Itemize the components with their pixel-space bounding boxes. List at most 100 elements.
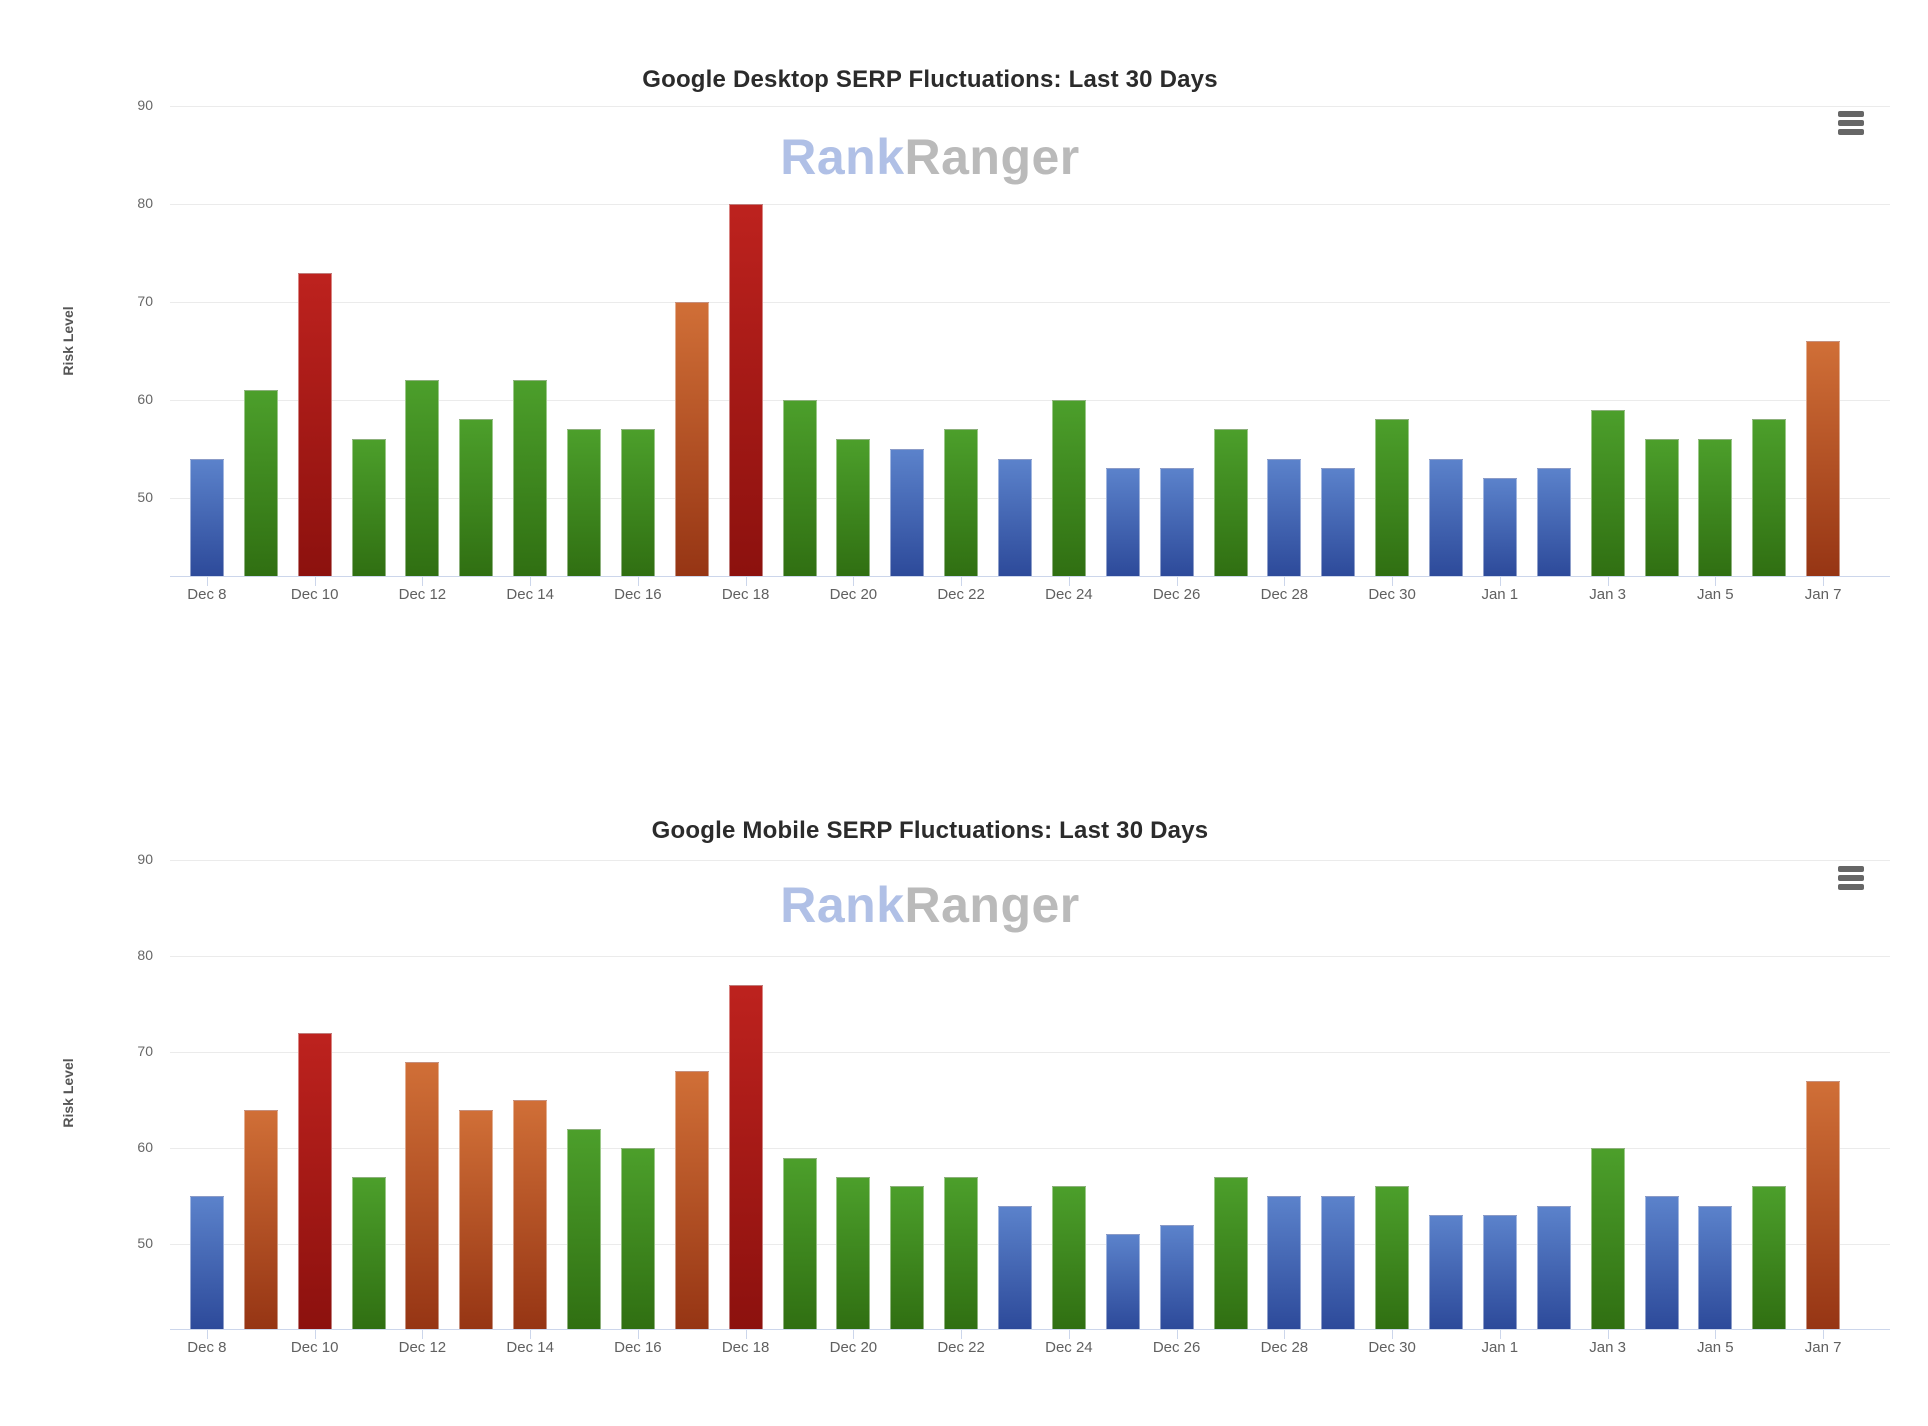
bar[interactable] (836, 438, 871, 576)
x-axis-tick-label: Dec 30 (1368, 1339, 1416, 1356)
bar[interactable] (405, 1061, 440, 1329)
bar[interactable] (1321, 468, 1356, 576)
x-axis-tick (637, 576, 639, 586)
x-axis-tick (1823, 1329, 1825, 1339)
x-axis-line (170, 1329, 1890, 1330)
x-axis-tick-label: Dec 14 (506, 586, 554, 603)
bar[interactable] (620, 1148, 655, 1329)
bar[interactable] (1375, 1186, 1410, 1329)
bar[interactable] (513, 1100, 548, 1329)
y-axis-title: Risk Level (60, 1058, 76, 1128)
bar[interactable] (297, 272, 332, 576)
bar[interactable] (351, 1176, 386, 1329)
chart-menu-button[interactable] (1838, 111, 1864, 136)
chart-menu-button[interactable] (1838, 866, 1864, 891)
bar[interactable] (1644, 1196, 1679, 1329)
bar[interactable] (1051, 1186, 1086, 1329)
x-axis-tick (1068, 1329, 1070, 1339)
y-axis-tick-label: 60 (137, 390, 153, 407)
bar[interactable] (1105, 468, 1140, 576)
x-axis-tick (853, 1329, 855, 1339)
bar[interactable] (728, 984, 763, 1329)
x-axis-tick-label: Dec 12 (398, 586, 447, 603)
bar[interactable] (944, 1176, 979, 1329)
x-axis-tick-label: Dec 10 (290, 586, 339, 603)
bar[interactable] (890, 448, 925, 576)
bar[interactable] (1051, 399, 1086, 576)
bar[interactable] (1482, 478, 1517, 576)
bar[interactable] (1429, 458, 1463, 576)
bar[interactable] (890, 1186, 925, 1329)
bar[interactable] (189, 1196, 224, 1329)
x-axis-tick-label: Dec 22 (937, 1339, 985, 1356)
bar[interactable] (1482, 1215, 1517, 1329)
bar[interactable] (1698, 1205, 1733, 1329)
x-axis-tick (530, 576, 532, 586)
bar[interactable] (674, 1071, 709, 1329)
bar[interactable] (459, 419, 494, 576)
x-axis-tick (1176, 576, 1178, 586)
gridline (170, 301, 1890, 303)
bar[interactable] (297, 1032, 332, 1329)
x-axis-tick (1392, 1329, 1394, 1339)
y-axis-tick-label: 80 (137, 947, 153, 964)
x-axis-tick (1499, 1329, 1501, 1339)
bar[interactable] (1213, 1176, 1248, 1329)
x-axis-tick (745, 576, 747, 586)
bar[interactable] (620, 429, 655, 576)
x-axis-tick (1607, 1329, 1609, 1339)
x-axis-tick (637, 1329, 639, 1339)
bar[interactable] (1267, 1196, 1302, 1329)
bar[interactable] (1267, 458, 1302, 576)
x-axis-tick-label: Jan 1 (1481, 1339, 1519, 1356)
bar[interactable] (1590, 409, 1625, 576)
x-axis-tick-label: Jan 3 (1589, 1339, 1626, 1356)
bar[interactable] (944, 429, 979, 576)
bar[interactable] (459, 1109, 494, 1329)
bar[interactable] (1536, 1205, 1571, 1329)
bar[interactable] (1806, 341, 1841, 576)
bar[interactable] (1752, 1186, 1787, 1329)
bar[interactable] (405, 380, 440, 576)
chart-title: Google Mobile SERP Fluctuations: Last 30… (651, 817, 1209, 845)
bar[interactable] (1159, 468, 1194, 576)
bar[interactable] (351, 438, 386, 576)
bar[interactable] (1159, 1224, 1194, 1329)
bar[interactable] (1752, 419, 1787, 576)
bar[interactable] (243, 1109, 278, 1329)
y-axis-tick-label: 70 (137, 292, 153, 309)
bar[interactable] (782, 1157, 817, 1329)
bar[interactable] (1429, 1215, 1463, 1329)
bar[interactable] (567, 429, 601, 576)
bar[interactable] (998, 1205, 1032, 1329)
x-axis-tick (1607, 576, 1609, 586)
bar[interactable] (1536, 468, 1571, 576)
bar[interactable] (1698, 438, 1733, 576)
x-axis-tick-label: Dec 18 (721, 1339, 770, 1356)
x-axis-tick-label: Dec 28 (1260, 586, 1309, 603)
bar[interactable] (513, 380, 548, 576)
bar[interactable] (1213, 429, 1248, 576)
watermark-rank-text: Rank (780, 129, 905, 185)
watermark-ranger-text: Ranger (904, 129, 1080, 185)
bar[interactable] (1806, 1080, 1841, 1329)
x-axis-tick-label: Dec 26 (1152, 586, 1201, 603)
bar[interactable] (1375, 419, 1410, 576)
bar[interactable] (1644, 438, 1679, 576)
bar[interactable] (189, 458, 224, 576)
bar[interactable] (1590, 1148, 1625, 1329)
x-axis-tick-label: Dec 24 (1045, 1339, 1093, 1356)
x-axis-tick (422, 1329, 424, 1339)
bar[interactable] (836, 1176, 871, 1329)
bar[interactable] (674, 301, 709, 576)
bar[interactable] (567, 1128, 601, 1329)
x-axis-tick-label: Dec 12 (398, 1339, 447, 1356)
bar[interactable] (728, 204, 763, 576)
bar[interactable] (1105, 1234, 1140, 1329)
y-axis-tick-label: 50 (137, 1235, 153, 1252)
bar[interactable] (243, 390, 278, 576)
bar[interactable] (782, 399, 817, 576)
bar[interactable] (998, 458, 1032, 576)
bar[interactable] (1321, 1196, 1356, 1329)
